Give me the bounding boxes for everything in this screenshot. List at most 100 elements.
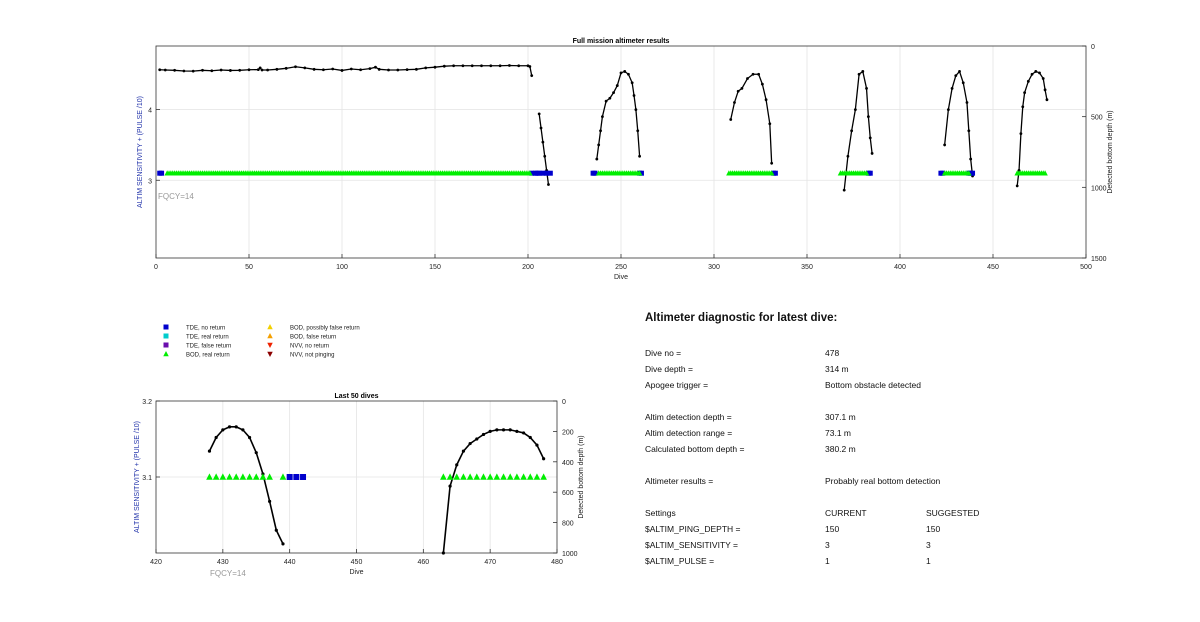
bod-real-return-marker xyxy=(513,473,521,480)
x-tick-label: 300 xyxy=(708,264,720,271)
x-tick-label: 50 xyxy=(245,264,253,271)
bottom-depth-point xyxy=(517,64,521,68)
bod-real-return-marker xyxy=(466,473,474,480)
bottom-depth-point xyxy=(207,449,212,453)
tde-no-return-marker xyxy=(592,170,598,176)
bod-real-return-marker xyxy=(520,473,527,480)
detection-depth-label: Altim detection depth = xyxy=(645,412,732,422)
bottom-depth-point xyxy=(950,87,954,90)
bod-real-return-marker xyxy=(473,473,481,480)
bod-real-return-marker xyxy=(500,473,507,480)
calculated-depth-row: Calculated bottom depth = 380.2 m xyxy=(645,444,1165,456)
dive-depth-row: Dive depth = 314 m xyxy=(645,364,1165,376)
x-tick-label: 420 xyxy=(150,559,162,566)
pulse-current: 1 xyxy=(825,556,830,566)
bottom-depth-point xyxy=(331,67,335,71)
bottom-depth-point xyxy=(442,64,446,68)
ping-depth-row: $ALTIM_PING_DEPTH = 150 150 xyxy=(645,524,1165,536)
legend: TDE, no return TDE, real return TDE, false… xyxy=(163,324,360,359)
bottom-depth-point xyxy=(760,82,764,86)
bod-real-return-marker xyxy=(526,473,534,480)
bottom-depth-point xyxy=(470,64,474,68)
last-50-dives-chart: 420 430 440 450 460 470 480 3.1 3.2 0 200 400 600 800… xyxy=(134,393,585,578)
sensitivity-current: 3 xyxy=(825,540,830,550)
bottom-depth-point xyxy=(229,69,232,72)
ping-depth-label: $ALTIM_PING_DEPTH = xyxy=(645,524,741,534)
bottom-depth-point xyxy=(258,66,262,70)
bottom-depth-point xyxy=(1030,72,1034,76)
bod-real-return-marker xyxy=(460,473,467,480)
tde-no-return-marker xyxy=(536,170,542,176)
bottom-depth-point xyxy=(396,68,400,72)
x-tick-label: 250 xyxy=(615,264,627,271)
bod-real-return-marker xyxy=(440,473,447,480)
bottom-depth-point xyxy=(260,68,264,72)
bottom-depth-point xyxy=(495,428,499,432)
bottom-depth-point xyxy=(764,98,768,102)
right-tick-label: 1000 xyxy=(562,551,578,558)
bottom-depth-point xyxy=(1045,98,1049,102)
detection-range-row: Altim detection range = 73.1 m xyxy=(645,428,1165,440)
bottom-depth-point xyxy=(158,68,162,72)
settings-label: Settings xyxy=(645,508,676,518)
bottom-depth-point xyxy=(274,528,278,532)
ping-depth-suggested: 150 xyxy=(926,524,941,534)
apogee-value: Bottom obstacle detected xyxy=(825,380,921,390)
bottom-depth-point xyxy=(268,499,272,503)
bottom-depth-point xyxy=(182,69,186,73)
legend-marker xyxy=(163,333,169,339)
right-tick-label: 600 xyxy=(562,490,574,497)
left-axis-label: ALTIM SENSITIVITY + (PULSE /10) xyxy=(137,96,144,208)
tde-no-return-marker xyxy=(286,474,293,480)
x-tick-label: 400 xyxy=(894,264,906,271)
bottom-depth-point xyxy=(630,81,634,85)
bottom-depth-point xyxy=(757,72,761,76)
bottom-depth-point xyxy=(448,484,452,488)
legend-label: TDE, no return xyxy=(186,326,225,332)
bod-real-return-marker xyxy=(446,473,454,480)
bottom-depth-point xyxy=(359,68,362,72)
bod-real-return-marker xyxy=(540,473,547,480)
bod-real-return-marker xyxy=(212,473,220,480)
bod-real-return-marker xyxy=(232,473,240,480)
detection-depth-value: 307.1 m xyxy=(825,412,856,422)
bottom-depth-point xyxy=(543,154,547,158)
bottom-depth-point xyxy=(946,108,950,111)
right-axis-label: Detected bottom depth (m) xyxy=(1107,110,1114,193)
legend-label: BOD, possibly false return xyxy=(290,326,360,332)
bottom-depth-point xyxy=(349,67,353,71)
bottom-depth-point xyxy=(238,68,242,72)
bottom-depth-point xyxy=(967,129,971,133)
bottom-depth-point xyxy=(221,428,225,432)
bottom-depth-line xyxy=(159,64,533,76)
detection-depth-row: Altim detection depth = 307.1 m xyxy=(645,412,1165,424)
tde-no-return-marker xyxy=(544,170,550,176)
dive-no-label: Dive no = xyxy=(645,348,682,358)
bottom-depth-point xyxy=(247,68,251,72)
bod-real-return-marker xyxy=(506,473,514,480)
legend-marker xyxy=(267,351,273,357)
bottom-depth-point xyxy=(489,64,493,68)
legend-label: NVV, not pinging xyxy=(290,353,334,359)
calculated-depth-label: Calculated bottom depth = xyxy=(645,444,745,454)
bottom-depth-point xyxy=(768,122,772,126)
left-axis-label: ALTIM SENSITIVITY + (PULSE /10) xyxy=(134,421,141,533)
bottom-depth-point xyxy=(227,425,232,429)
bottom-depth-point xyxy=(312,67,316,71)
bod-real-return-marker xyxy=(527,170,533,176)
bottom-depth-point xyxy=(541,140,545,144)
fqcy-annotation: FQCY=14 xyxy=(210,569,246,578)
bottom-depth-point xyxy=(530,74,534,78)
legend-marker xyxy=(163,351,169,357)
bottom-depth-point xyxy=(537,112,541,116)
pulse-row: $ALTIM_PULSE = 1 1 xyxy=(645,556,1165,568)
bottom-depth-point xyxy=(632,94,636,97)
settings-header-row: Settings CURRENT SUGGESTED xyxy=(645,508,1165,520)
bod-real-return-marker xyxy=(486,473,494,480)
bod-real-return-marker xyxy=(266,473,273,480)
bod-real-return-marker xyxy=(1042,170,1048,176)
bottom-depth-point xyxy=(452,64,455,68)
tde-no-return-marker xyxy=(970,170,976,176)
bottom-depth-point xyxy=(191,69,195,73)
x-tick-label: 470 xyxy=(484,559,496,566)
